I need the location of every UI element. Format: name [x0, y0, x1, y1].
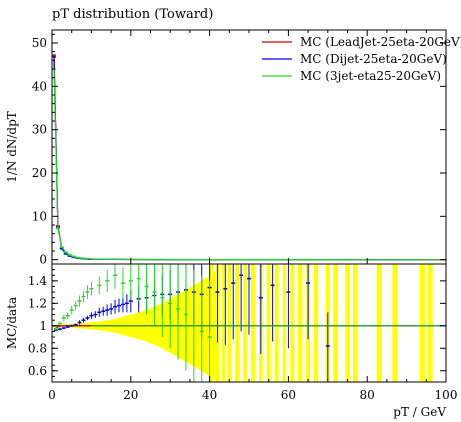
legend: MC (LeadJet-25eta-20GeV) MC (Dijet-25eta-…	[262, 35, 461, 83]
ratio-ytick-label: 1	[39, 319, 47, 333]
main-ytick-label: 40	[32, 79, 47, 93]
main-series-line-0	[53, 55, 446, 261]
main-ytick-label: 0	[39, 253, 47, 267]
ratio-uncertainty-bar-18	[353, 264, 358, 382]
ratio-ylabel: MC/data	[5, 297, 19, 349]
main-ytick-label: 30	[32, 123, 47, 137]
ratio-uncertainty-bar-6	[250, 264, 255, 382]
ratio-ytick-label: 1.4	[28, 274, 47, 288]
ratio-uncertainty-bar-9	[274, 264, 279, 382]
xtick-label: 20	[123, 388, 138, 402]
main-ytick-label: 20	[32, 166, 47, 180]
ratio-panel: 0.60.811.21.4 0 20 40 60 80 100 MC/data pT / …	[5, 30, 457, 419]
main-ytick-label: 10	[32, 209, 47, 223]
legend-label-0: MC (LeadJet-25eta-20GeV)	[300, 35, 461, 49]
ratio-uncertainty-bar-2	[221, 264, 225, 382]
main-y-ticks: 0 10 20 30 40 50	[32, 33, 446, 267]
main-ytick-label: 50	[32, 36, 47, 50]
ratio-ytick-label: 0.6	[28, 364, 47, 378]
main-panel: 0 10 20 30 40 50 1/N dN/dpT MC (LeadJet-25eta…	[5, 29, 461, 267]
ratio-y-ticks: 0.6 0.8 1 1.2 1.4	[28, 269, 446, 378]
ratio-uncertainty-bar-17	[345, 264, 350, 382]
chart-title: pT distribution (Toward)	[52, 7, 213, 22]
ratio-uncertainty-bar-11	[290, 264, 295, 382]
ratio-uncertainty-bar-8	[266, 264, 271, 382]
ratio-uncertainty-bar-19	[376, 264, 382, 382]
ratio-uncertainty-bar-4	[235, 264, 240, 382]
ratio-uncertainty-bar-16	[333, 264, 339, 382]
ratio-uncertainty-bar-3	[227, 264, 232, 382]
ratio-uncertainty-bar-20	[392, 264, 398, 382]
legend-label-1: MC (Dijet-25eta-20GeV)	[300, 52, 447, 66]
ratio-uncertainty-bar-10	[282, 264, 287, 382]
xtick-label: 0	[48, 388, 56, 402]
main-series-line-2	[53, 68, 446, 261]
ratio-uncertainty-bar-21	[419, 264, 425, 382]
ratio-uncertainty-bar-5	[243, 264, 247, 382]
ratio-ytick-label: 0.8	[28, 341, 47, 355]
main-ylabel: 1/N dN/dpT	[5, 111, 19, 183]
x-axis-label: pT / GeV	[393, 405, 446, 419]
ratio-uncertainty-bar-14	[313, 264, 319, 382]
main-series-line-1	[53, 56, 446, 261]
x-ticks: 0 20 40 60 80 100	[48, 30, 457, 402]
xtick-label: 100	[435, 388, 458, 402]
xtick-label: 60	[281, 388, 296, 402]
ratio-uncertainty-bar-22	[427, 264, 433, 382]
xtick-label: 40	[202, 388, 217, 402]
ratio-ytick-label: 1.2	[28, 296, 47, 310]
xtick-label: 80	[360, 388, 375, 402]
ratio-uncertainty-bar-12	[298, 264, 303, 382]
legend-label-2: MC (3jet-eta25-20GeV)	[300, 69, 441, 83]
